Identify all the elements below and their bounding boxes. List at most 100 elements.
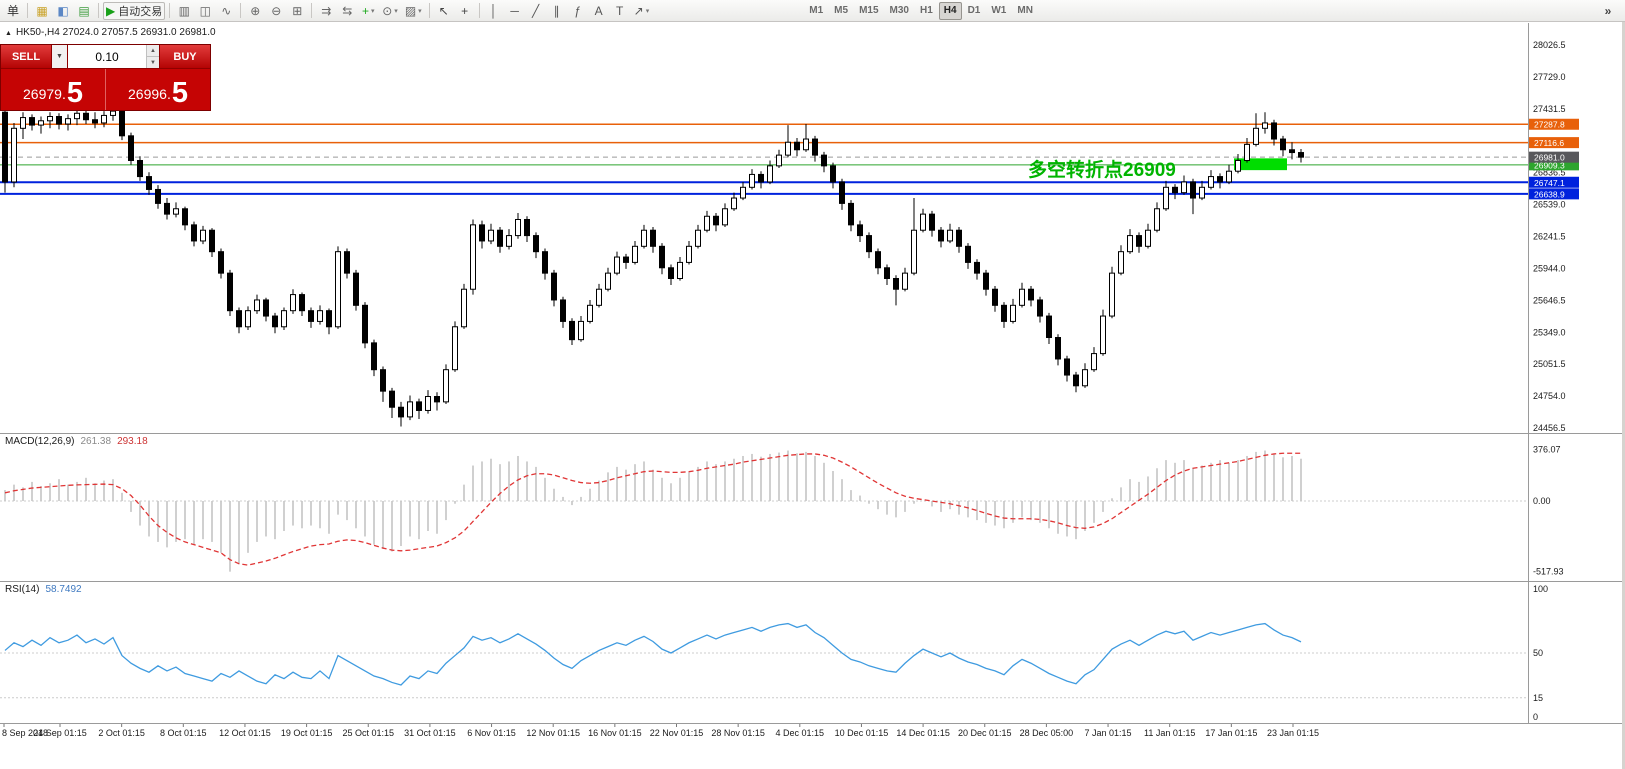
order-type-dropdown[interactable]: ▼ [52,45,67,68]
market-watch-icon[interactable]: ▤ [74,2,94,20]
tile-windows-icon[interactable]: ⊞ [287,2,307,20]
svg-text:16 Nov 01:15: 16 Nov 01:15 [588,728,642,738]
profiles-icon-glyph: ◧ [57,3,69,18]
rsi-value: 58.7492 [45,584,82,595]
arrows-icon[interactable]: ↗ ▾ [631,2,653,20]
equidistant-channel-icon[interactable]: ∥ [547,2,567,20]
chart-ohlc-header: ▲ HK50-,H4 27024.0 27057.5 26931.0 26981.… [5,27,216,38]
zoom-out-icon[interactable]: ⊖ [266,2,286,20]
chart-shift-icon[interactable]: ⇆ [337,2,357,20]
label-icon[interactable]: T [610,2,630,20]
svg-text:27116.6: 27116.6 [1534,138,1564,148]
arrows-icon-glyph: ↗ [633,3,644,18]
timeframe-m5-button[interactable]: M5 [834,5,849,16]
svg-text:28 Nov 01:15: 28 Nov 01:15 [711,728,765,738]
lot-decrease-button[interactable]: ▼ [147,57,159,68]
toolbar-overflow-button[interactable]: » [1604,3,1612,18]
equidistant-channel-icon-glyph: ∥ [553,3,560,18]
toolbar-separator [240,3,242,18]
timeframe-d1-button[interactable]: D1 [967,5,981,16]
svg-text:25646.5: 25646.5 [1533,295,1566,305]
profiles-icon[interactable]: ◧ [53,2,73,20]
timeframe-m1-button[interactable]: M1 [809,5,824,16]
lot-size-stepper: ▲ ▼ [146,45,159,68]
sell-price-int: 26979. [23,86,66,102]
autotrading-button-label: 自动交易 [118,5,163,18]
label-icon-glyph: T [616,3,624,18]
auto-scroll-icon[interactable]: ⇉ [316,2,336,20]
line-chart-icon[interactable]: ∿ [216,2,236,20]
timeframe-w1-button[interactable]: W1 [991,5,1007,16]
templates-button[interactable]: ▨ ▾ [402,2,425,20]
charts-window-icon[interactable]: ▦ [32,2,52,20]
timeframe-m15-button[interactable]: M15 [859,5,879,16]
buy-price[interactable]: 26996. 5 [105,69,210,110]
horizontal-line-icon[interactable]: ─ [505,2,525,20]
text-icon[interactable]: A [589,2,609,20]
buy-button[interactable]: BUY [160,45,210,68]
svg-text:28026.5: 28026.5 [1533,40,1566,50]
cursor-icon[interactable]: ↖ [434,2,454,20]
chevron-down-icon: ▼ [56,53,63,60]
horizontal-line-icon-glyph: ─ [510,3,519,18]
toolbar-separator [478,3,480,18]
timeframe-h4-button[interactable]: H4 [938,1,962,20]
macd-indicator-label: MACD(12,26,9) 261.38 293.18 [5,436,148,447]
highlight-rectangle[interactable] [1234,158,1287,171]
svg-text:11 Jan 01:15: 11 Jan 01:15 [1144,728,1195,738]
chart-annotation-text: 多空转折点26909 [1028,160,1176,181]
ohlc-text: HK50-,H4 27024.0 27057.5 26931.0 26981.0 [15,27,216,38]
svg-text:50: 50 [1533,648,1543,658]
chevron-down-icon: ▾ [645,7,650,15]
svg-text:10 Dec 01:15: 10 Dec 01:15 [835,728,889,738]
sell-price[interactable]: 26979. 5 [1,69,105,110]
svg-text:376.07: 376.07 [1533,445,1561,455]
candlesticks-layer [2,106,1304,427]
new-order-button[interactable]: 单 [3,2,23,20]
zoom-in-icon[interactable]: ⊕ [245,2,265,20]
indicators-button[interactable]: ⊙ ▾ [379,2,401,20]
macd-axis: 376.07 0.00 -517.93 [1533,445,1564,577]
vertical-line-icon[interactable]: │ [484,2,504,20]
lot-increase-button[interactable]: ▲ [147,45,159,57]
timeframe-mn-button[interactable]: MN [1017,5,1033,16]
zoom-in-icon-glyph: ⊕ [250,3,261,18]
lot-size-field[interactable]: 0.10 ▲ ▼ [68,45,159,68]
bar-chart-icon[interactable]: ▥ [174,2,194,20]
svg-text:12 Oct 01:15: 12 Oct 01:15 [219,728,271,738]
crosshair-icon[interactable]: + [455,2,475,20]
svg-text:26909.3: 26909.3 [1534,160,1565,170]
rsi-line [4,622,1302,686]
new-chart-button[interactable]: + ▾ [358,2,378,20]
macd-signal-value: 293.18 [117,436,148,447]
svg-text:25051.5: 25051.5 [1533,359,1566,369]
svg-text:14 Dec 01:15: 14 Dec 01:15 [896,728,950,738]
svg-text:27287.8: 27287.8 [1534,120,1565,130]
svg-text:7 Jan 01:15: 7 Jan 01:15 [1085,728,1132,738]
market-watch-icon-glyph: ▤ [78,3,90,18]
timeframe-group: M1 M5 M15 M30 H1 H4 D1 W1 MN [804,1,1038,20]
autotrading-button[interactable]: ▶ 自动交易 [103,1,166,20]
panel-toggle-icon[interactable]: ▲ [5,30,12,37]
crosshair-icon-glyph: + [461,3,469,18]
toolbar-separator [428,3,430,18]
svg-text:-517.93: -517.93 [1533,567,1564,577]
timeframe-m30-button[interactable]: M30 [889,5,909,16]
macd-histogram [4,450,1302,572]
timeframe-h1-button[interactable]: H1 [919,5,933,16]
rsi-indicator-label: RSI(14) 58.7492 [5,584,82,595]
lot-size-value[interactable]: 0.10 [95,49,119,64]
sell-button[interactable]: SELL [1,45,51,68]
line-chart-icon-glyph: ∿ [221,3,232,18]
svg-text:26241.5: 26241.5 [1533,232,1566,242]
trendline-icon[interactable]: ╱ [526,2,546,20]
rsi-axis: 100 50 15 0 [1533,584,1548,722]
svg-text:0: 0 [1533,712,1538,722]
candlestick-chart-icon[interactable]: ◫ [195,2,215,20]
svg-text:6 Nov 01:15: 6 Nov 01:15 [467,728,516,738]
trendline-icon-glyph: ╱ [532,3,540,18]
horizontal-level-lines[interactable] [0,123,1528,195]
fibonacci-icon[interactable]: ƒ [568,2,588,20]
svg-text:19 Oct 01:15: 19 Oct 01:15 [281,728,333,738]
